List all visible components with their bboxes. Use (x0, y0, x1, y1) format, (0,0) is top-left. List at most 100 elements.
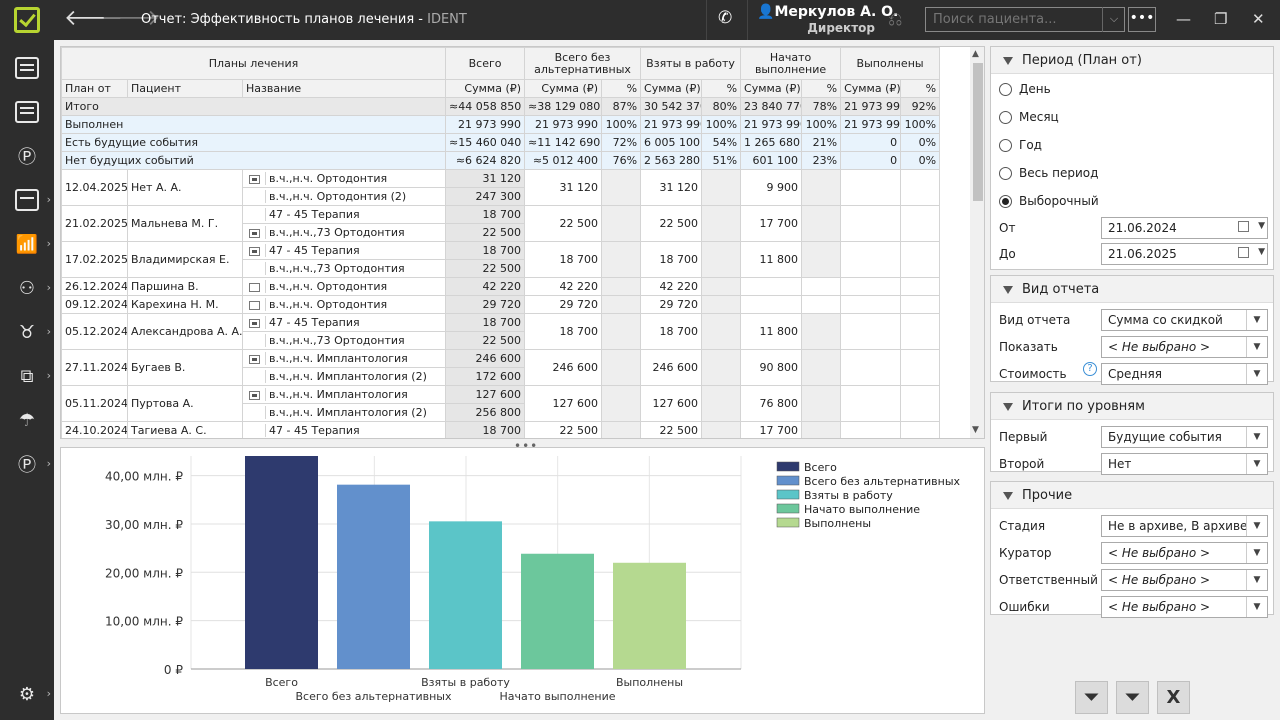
col-header-pct[interactable]: % (900, 79, 941, 98)
group-header-noalt[interactable]: Всего без альтернативных (524, 47, 642, 80)
insurance-icon[interactable]: ☂ (18, 409, 36, 431)
plan-name-cell[interactable]: в.ч.,н.ч. Ортодонтия (241, 169, 447, 188)
summary-row[interactable]: Нет будущих событий ≈6 624 820 ≈5 012 400 7… (61, 151, 941, 170)
dental-icon[interactable]: ♉ › (18, 321, 51, 343)
chevron-down-icon[interactable]: ▼ (1246, 597, 1267, 617)
radio-button[interactable] (999, 194, 1012, 208)
patient-name[interactable]: Паршина В. (127, 277, 243, 296)
other-section-header[interactable]: Прочие (991, 482, 1273, 509)
table-row[interactable]: 09.12.2024 Карехина Н. М. в.ч.,н.ч. Ортодо… (61, 295, 941, 314)
summary-row[interactable]: Есть будущие события ≈15 460 040 ≈11 142 6… (61, 133, 941, 152)
plan-name-cell[interactable]: в.ч.,н.ч. Имплантология (2) (241, 403, 447, 422)
plan-name-cell[interactable]: в.ч.,н.ч. Ортодонтия (241, 277, 447, 296)
col-header-pct[interactable]: % (601, 79, 642, 98)
plan-checkbox[interactable] (248, 354, 260, 364)
col-header-sum[interactable]: Сумма (₽) (840, 79, 902, 98)
col-header-patient[interactable]: Пациент (127, 79, 243, 98)
col-header-pct[interactable]: % (801, 79, 842, 98)
restore-icon[interactable]: ❐ (1214, 10, 1228, 28)
date-to-field[interactable]: 21.06.2025 ▼ (1101, 243, 1268, 265)
radio-button[interactable] (999, 82, 1012, 96)
table-row[interactable]: 12.04.2025 Нет А. А. в.ч.,н.ч. Ортодонтия 3… (61, 169, 941, 206)
period-option[interactable]: Весь период (999, 166, 1098, 180)
filter-dropdown[interactable]: Сумма со скидкой ▼ (1101, 309, 1268, 331)
documents-icon[interactable]: ⧉ › (20, 365, 51, 387)
filter-add-button[interactable]: ⏷ (1075, 681, 1108, 714)
plan-name-cell[interactable]: в.ч.,н.ч. Ортодонтия (241, 295, 447, 314)
chevron-down-icon[interactable]: ▼ (1258, 247, 1265, 257)
reports-icon[interactable]: › (0, 180, 54, 220)
summary-row[interactable]: Итого ≈44 058 850 ≈38 129 080 87% 30 542 370… (61, 97, 941, 116)
radio-button[interactable] (999, 138, 1012, 152)
scroll-up-icon[interactable]: ▲ (972, 49, 979, 59)
plan-checkbox[interactable] (248, 228, 260, 238)
chevron-down-icon[interactable]: ▼ (1246, 364, 1267, 384)
levels-section-header[interactable]: Итоги по уровням (991, 393, 1273, 420)
filter-dropdown[interactable]: < Не выбрано > ▼ (1101, 336, 1268, 358)
plan-checkbox[interactable] (248, 246, 260, 256)
patient-name[interactable]: Тагиева А. С. (127, 421, 243, 438)
plan-name-cell[interactable]: 47 - 45 Терапия (241, 421, 447, 438)
chevron-down-icon[interactable]: ⌵ (1102, 7, 1125, 32)
plan-name-cell[interactable]: в.ч.,н.ч.,73 Ортодонтия (241, 331, 447, 350)
minimize-icon[interactable]: — (1176, 10, 1191, 28)
plan-name-cell[interactable]: в.ч.,н.ч.,73 Ортодонтия (241, 259, 447, 278)
payments-icon[interactable]: Ⓟ › (18, 455, 51, 476)
filter-dropdown[interactable]: Средняя ▼ (1101, 363, 1268, 385)
settings-icon[interactable]: ⚙ › (18, 683, 51, 705)
analytics-icon[interactable]: 📶 › (15, 233, 51, 255)
table-row[interactable]: 17.02.2025 Владимирская Е. 47 - 45 Терапия… (61, 241, 941, 278)
app-logo[interactable] (0, 0, 54, 40)
plan-checkbox[interactable] (248, 300, 260, 310)
date-from-field[interactable]: 21.06.2024 ▼ (1101, 217, 1268, 239)
plan-name-cell[interactable]: 47 - 45 Терапия (241, 313, 447, 332)
plan-checkbox[interactable] (248, 282, 260, 292)
schedule-icon[interactable] (0, 48, 54, 88)
filter-dropdown[interactable]: Не в архиве, В архиве:... ▼ (1101, 515, 1268, 537)
table-row[interactable]: в.ч.,н.ч. Ортодонтия (2) 247 300 (62, 187, 940, 206)
period-option[interactable]: День (999, 82, 1051, 96)
radio-button[interactable] (999, 110, 1012, 124)
patient-name[interactable]: Бугаев В. (127, 349, 243, 386)
filter-dropdown[interactable]: < Не выбрано > ▼ (1101, 569, 1268, 591)
filter-dropdown[interactable]: Будущие события ▼ (1101, 426, 1268, 448)
period-option[interactable]: Год (999, 138, 1042, 152)
back-arrow-icon[interactable]: 🡐 (64, 6, 123, 31)
chevron-down-icon[interactable]: ▼ (1246, 543, 1267, 563)
patient-name[interactable]: Пуртова А. (127, 385, 243, 422)
vertical-scrollbar[interactable]: ▲ ▼ (970, 47, 984, 438)
period-section-header[interactable]: Период (План от) (991, 47, 1273, 74)
tasks-icon[interactable] (0, 92, 54, 132)
plan-name-cell[interactable]: в.ч.,н.ч.,73 Ортодонтия (241, 223, 447, 242)
col-header-name[interactable]: Название (241, 79, 447, 98)
patient-name[interactable]: Мальнева М. Г. (127, 205, 243, 242)
plan-checkbox[interactable] (248, 318, 260, 328)
plan-name-cell[interactable]: в.ч.,н.ч. Имплантология (2) (241, 367, 447, 386)
table-row[interactable]: 27.11.2024 Бугаев В. в.ч.,н.ч. Имплантолог… (61, 349, 941, 386)
history-icon[interactable]: ⎌ (888, 9, 903, 30)
help-icon[interactable]: ? (1083, 362, 1097, 376)
col-header-sum[interactable]: Сумма (₽) (524, 79, 603, 98)
close-report-button[interactable]: X (1157, 681, 1190, 714)
more-button[interactable]: ••• (1128, 7, 1156, 32)
filter-dropdown[interactable]: < Не выбрано > ▼ (1101, 596, 1268, 618)
table-row[interactable]: 26.12.2024 Паршина В. в.ч.,н.ч. Ортодонтия… (61, 277, 941, 296)
summary-row[interactable]: Выполнен 21 973 990 21 973 990 100% 21 973 9… (61, 115, 941, 134)
report-type-section-header[interactable]: Вид отчета (991, 276, 1273, 303)
plan-name-cell[interactable]: в.ч.,н.ч. Имплантология (241, 349, 447, 368)
patient-name[interactable]: Александрова А. А. (127, 313, 243, 350)
col-header-date[interactable]: План от (61, 79, 128, 98)
patient-name[interactable]: Карехина Н. М. (127, 295, 243, 314)
chevron-down-icon[interactable]: ▼ (1246, 570, 1267, 590)
forward-arrow-icon[interactable]: 🡒 (101, 6, 160, 31)
chevron-down-icon[interactable]: ▼ (1258, 221, 1265, 231)
table-row[interactable]: в.ч.,н.ч. Имплантология (2) 256 800 (62, 403, 940, 422)
group-header-done[interactable]: Выполнены (840, 47, 941, 80)
table-row[interactable]: в.ч.,н.ч.,73 Ортодонтия 22 500 (62, 259, 940, 278)
plan-name-cell[interactable]: в.ч.,н.ч. Имплантология (241, 385, 447, 404)
patient-name[interactable]: Владимирская Е. (127, 241, 243, 278)
phone-icon[interactable]: ✆ (718, 8, 733, 28)
plan-checkbox[interactable] (248, 174, 260, 184)
chevron-down-icon[interactable]: ▼ (1246, 310, 1267, 330)
period-option[interactable]: Выборочный (999, 194, 1099, 208)
